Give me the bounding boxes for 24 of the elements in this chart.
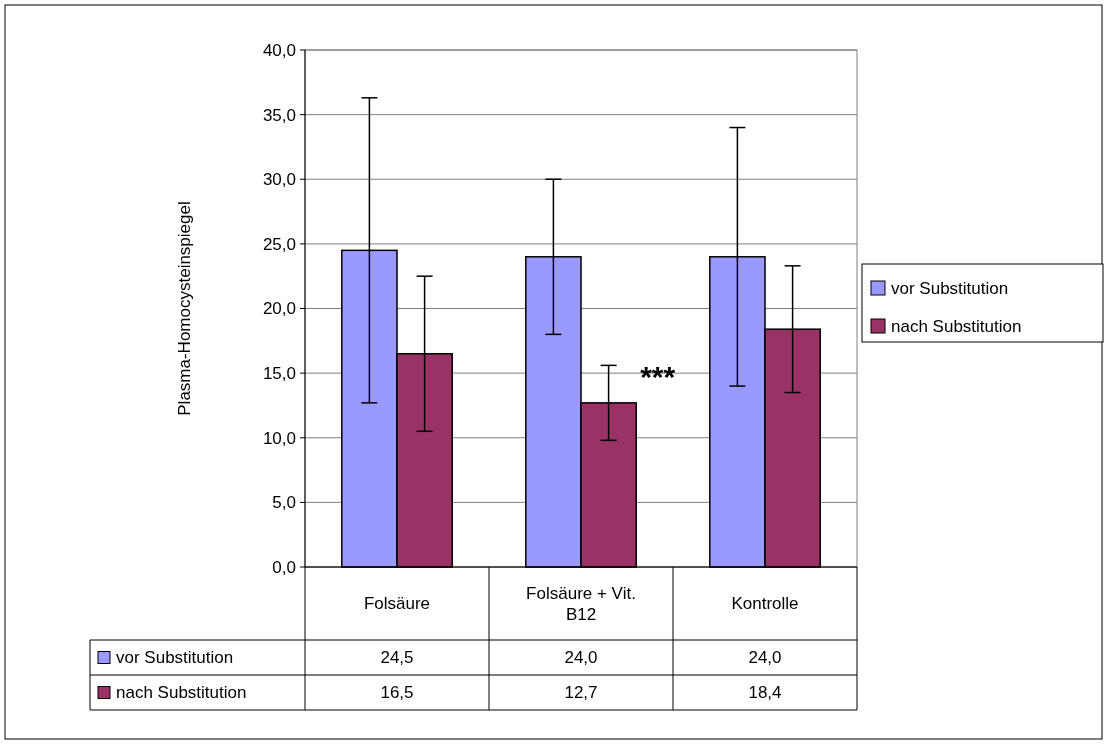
- annotation: ***: [640, 360, 676, 394]
- x-tick-label: Folsäure: [363, 594, 431, 614]
- data-label: 12,7: [564, 683, 598, 703]
- y-tick-label: 25,0: [262, 234, 296, 254]
- y-tick-label: 30,0: [262, 170, 296, 190]
- legend-label: nach Substitution: [891, 316, 1022, 336]
- x-tick-label: Kontrolle: [731, 594, 799, 614]
- text: vor Substitution: [116, 648, 234, 668]
- x-tick-label: Folsäure + Vit. B12: [526, 584, 636, 624]
- data-label: 24,5: [380, 648, 414, 668]
- y-tick-label: 5,0: [272, 493, 296, 513]
- data-label: 16,5: [380, 683, 414, 703]
- y-tick-label: 0,0: [272, 557, 296, 577]
- y-axis-title: Plasma-Homocysteinspiegel: [175, 201, 194, 416]
- y-tick-label: 35,0: [262, 105, 296, 125]
- y-tick-label: 15,0: [262, 364, 296, 384]
- data-label: 24,0: [748, 648, 782, 668]
- text: nach Substitution: [116, 683, 247, 703]
- data-label: 18,4: [748, 683, 782, 703]
- legend-label: vor Substitution: [891, 278, 1009, 298]
- y-tick-label: 20,0: [262, 299, 296, 319]
- y-tick-label: 40,0: [262, 40, 296, 60]
- data-label: 24,0: [564, 648, 598, 668]
- y-tick-label: 10,0: [262, 428, 296, 448]
